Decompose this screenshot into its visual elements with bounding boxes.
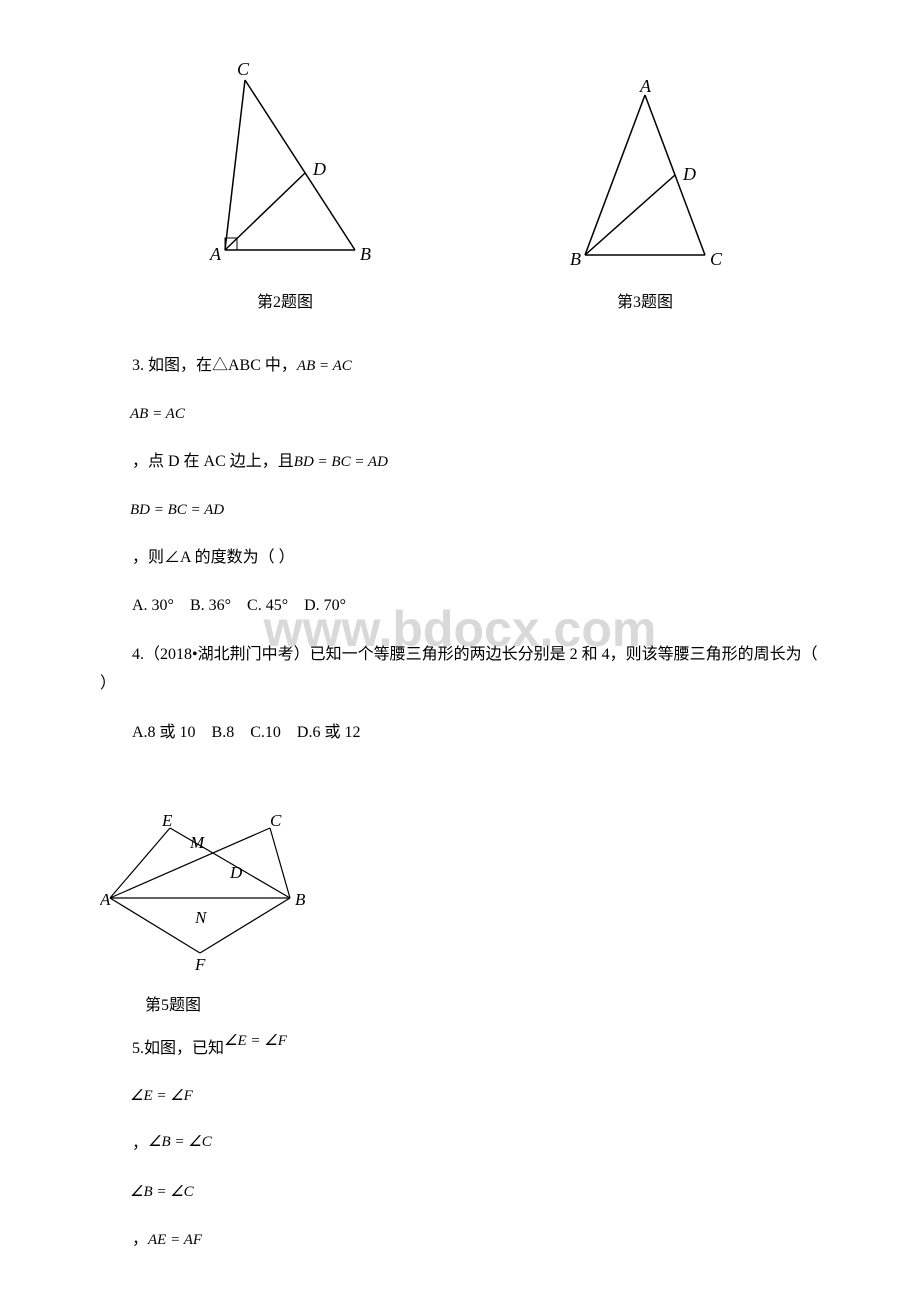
content-area: 3. 如图，在△ABC 中，AB = AC AB = AC ，点 D 在 AC …	[0, 352, 920, 788]
q3-prefix: 3. 如图，在△ABC 中，	[132, 357, 297, 374]
q3-math1: AB = AC	[297, 358, 352, 374]
q3-math2: BD = BC = AD	[294, 454, 388, 470]
q5-math3: AE = AF	[148, 1232, 202, 1248]
svg-text:D: D	[229, 863, 243, 882]
q5-comma2: ，	[132, 1231, 148, 1248]
q5-math2: ∠B = ∠C	[148, 1134, 212, 1150]
figure-2-caption: 第2题图	[257, 288, 313, 312]
figure-5-svg: A B C E F D M N	[100, 808, 320, 978]
svg-text:A: A	[100, 890, 111, 909]
figure-row-top: A B C D 第2题图 A B C D 第3题图	[0, 0, 920, 332]
svg-text:F: F	[194, 955, 206, 974]
q5-math2-repeat: ∠B = ∠C	[100, 1179, 820, 1206]
svg-text:D: D	[312, 159, 326, 179]
svg-text:E: E	[161, 811, 173, 830]
q5-comma1: ，	[132, 1135, 148, 1152]
figure-2: A B C D 第2题图	[185, 60, 385, 312]
svg-text:B: B	[570, 249, 581, 269]
svg-text:N: N	[194, 908, 208, 927]
svg-text:C: C	[710, 249, 723, 269]
q3-angle: ，则∠A 的度数为（ ）	[100, 544, 820, 573]
q5-comma1-line: ，∠B = ∠C	[100, 1130, 820, 1159]
q4-choices: A.8 或 10 B.8 C.10 D.6 或 12	[100, 719, 820, 748]
q5-content: 5.如图，已知∠E = ∠F ∠E = ∠F ，∠B = ∠C ∠B = ∠C …	[0, 1035, 920, 1295]
figure-5: A B C E F D M N 第5题图	[0, 808, 920, 1015]
svg-text:C: C	[237, 60, 250, 79]
q3-stem-line1: 3. 如图，在△ABC 中，AB = AC	[100, 352, 820, 381]
svg-text:M: M	[189, 833, 205, 852]
q5-comma2-line: ，AE = AF	[100, 1226, 820, 1255]
figure-3-svg: A B C D	[555, 80, 735, 280]
q3-math2-repeat: BD = BC = AD	[100, 497, 820, 524]
svg-text:B: B	[295, 890, 306, 909]
figure-3: A B C D 第3题图	[555, 80, 735, 312]
svg-text:C: C	[270, 811, 282, 830]
figure-2-svg: A B C D	[185, 60, 385, 280]
q3-choices: A. 30° B. 36° C. 45° D. 70°	[100, 592, 820, 621]
svg-text:A: A	[639, 80, 652, 96]
q3-math1-repeat: AB = AC	[100, 401, 820, 428]
figure-3-caption: 第3题图	[617, 288, 673, 312]
figure-5-caption: 第5题图	[100, 991, 920, 1015]
q4-stem-text: 4.（2018•湖北荆门中考）已知一个等腰三角形的两边长分别是 2 和 4，则该…	[100, 646, 818, 692]
q5-prefix: 5.如图，已知	[132, 1040, 224, 1057]
q4-stem: 4.（2018•湖北荆门中考）已知一个等腰三角形的两边长分别是 2 和 4，则该…	[100, 641, 820, 699]
svg-text:D: D	[682, 164, 696, 184]
q5-stem-line: 5.如图，已知∠E = ∠F	[100, 1035, 820, 1064]
svg-text:B: B	[360, 244, 371, 264]
q3-d-line: ，点 D 在 AC 边上，且BD = BC = AD	[100, 448, 820, 477]
q5-math1: ∠E = ∠F	[224, 1033, 287, 1049]
svg-text:A: A	[209, 244, 222, 264]
q3-d-prefix: ，点 D 在 AC 边上，且	[132, 453, 294, 470]
q5-math1-repeat: ∠E = ∠F	[100, 1083, 820, 1110]
